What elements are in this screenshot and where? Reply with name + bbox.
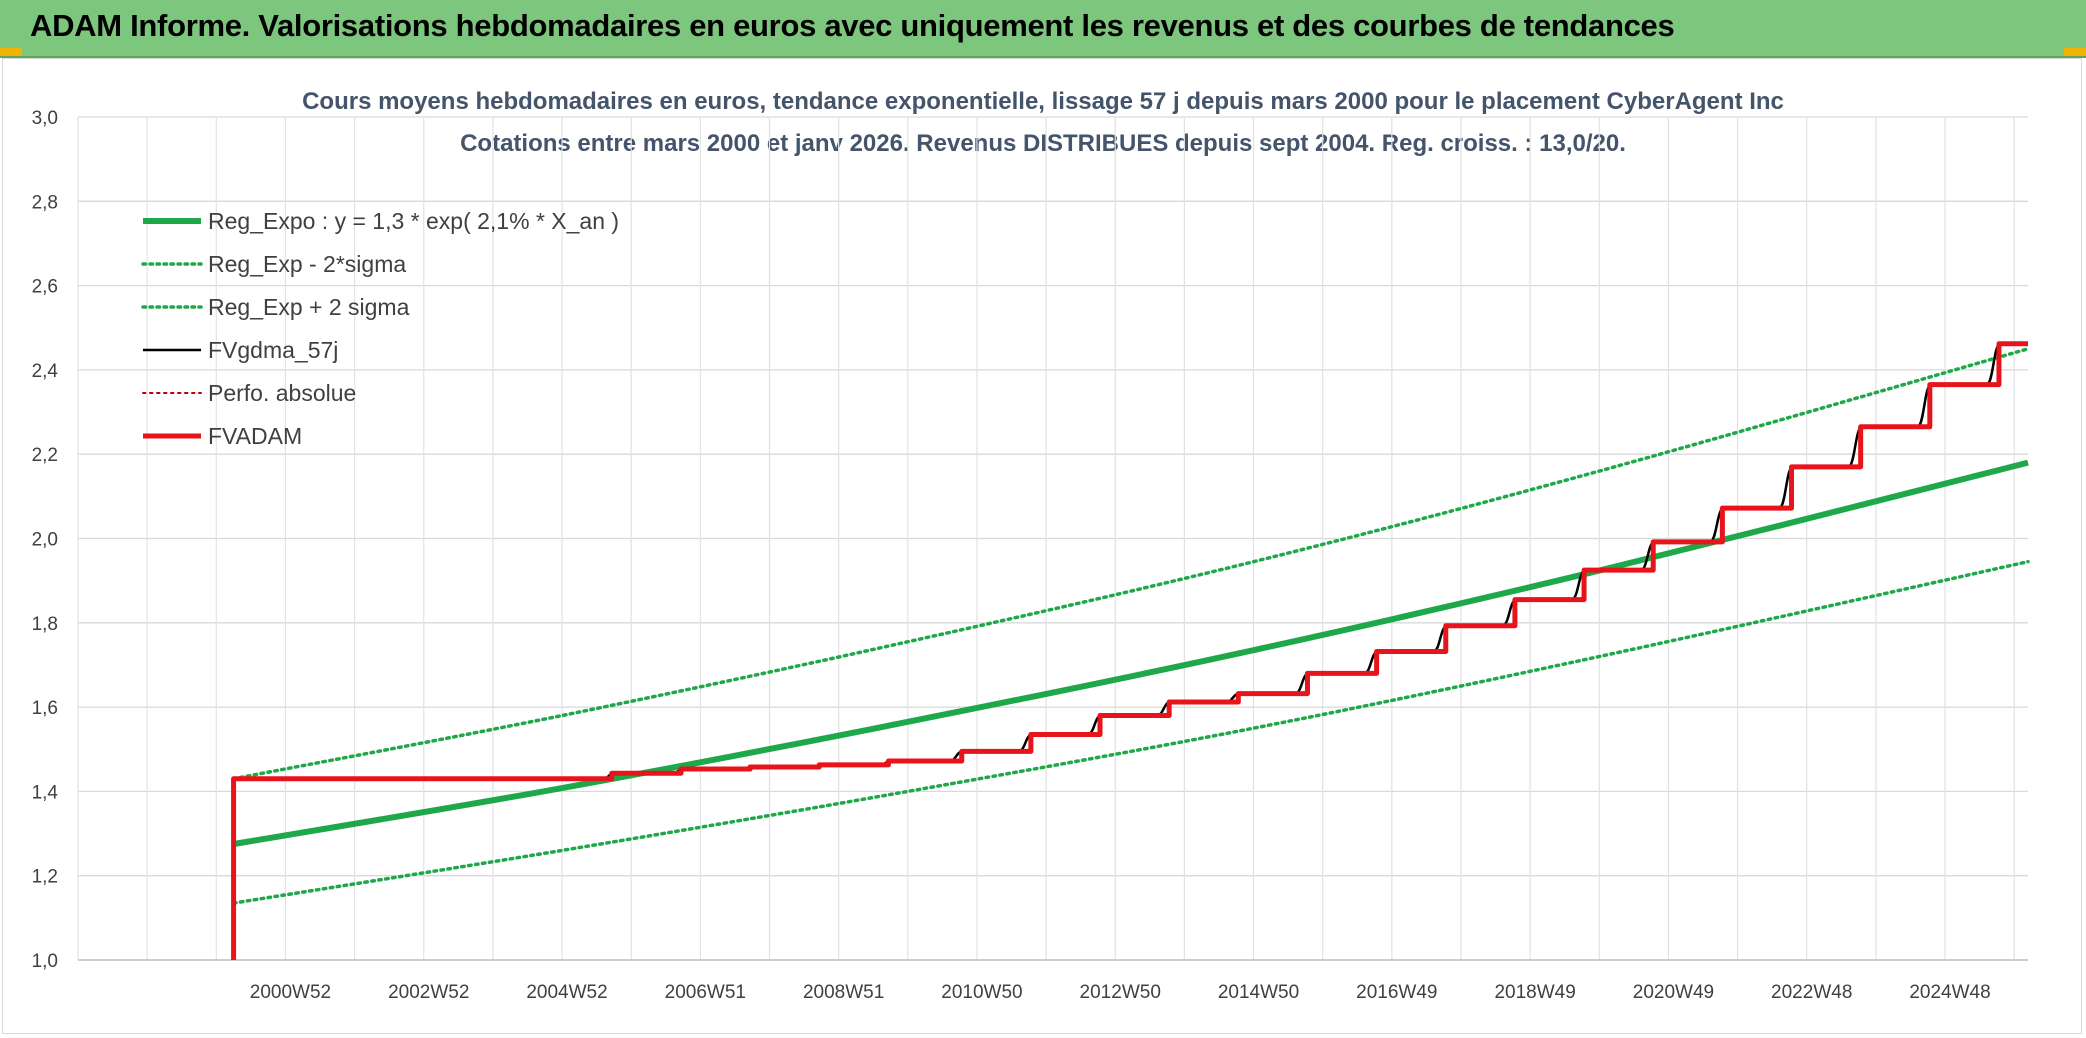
legend-label: FVADAM: [208, 423, 302, 449]
x-tick-label: 2012W50: [1080, 982, 1161, 1003]
x-tick-label: 2022W48: [1771, 982, 1852, 1003]
axis-ticks: 1,0 1,2 1,4 1,6 1,8 2,0 2,2 2,4 2,6 2,8 3,0 2000W52…: [32, 108, 1991, 1003]
series-line-2: [231, 347, 2030, 781]
y-tick-label: 2,6: [32, 277, 58, 298]
series-line-3: [232, 342, 2002, 960]
y-tick-label: 2,8: [32, 192, 58, 213]
legend: Reg_Expo : y = 1,3 * exp( 2,1% * X_an ) R…: [141, 208, 619, 449]
x-tick-label: 2006W51: [665, 982, 746, 1003]
legend-label: Reg_Expo : y = 1,3 * exp( 2,1% * X_an ): [208, 208, 619, 234]
gridlines: [77, 116, 2028, 961]
legend-label: Reg_Exp - 2*sigma: [208, 251, 406, 277]
x-tick-label: 2014W50: [1218, 982, 1299, 1003]
legend-label: FVgdma_57j: [208, 337, 338, 363]
corner-mark-left: [0, 48, 22, 56]
legend-label: Reg_Exp + 2 sigma: [208, 294, 410, 320]
chart-subtitle: Cotations entre mars 2000 et janv 2026. …: [460, 130, 1626, 157]
y-tick-label: 2,2: [32, 445, 58, 466]
title-banner: ADAM Informe. Valorisations hebdomadaire…: [0, 0, 2086, 58]
report-title: ADAM Informe. Valorisations hebdomadaire…: [30, 8, 1675, 43]
x-tick-label: 2016W49: [1356, 982, 1437, 1003]
chart-frame: [2, 58, 2082, 1034]
x-tick-label: 2010W50: [941, 982, 1022, 1003]
y-tick-label: 1,2: [32, 867, 58, 888]
series-line-0: [233, 459, 2029, 848]
y-tick-label: 3,0: [32, 108, 58, 129]
legend-label: Perfo. absolue: [208, 380, 356, 406]
y-tick-label: 1,0: [32, 951, 58, 972]
corner-mark-right: [2064, 48, 2086, 56]
x-tick-label: 2020W49: [1633, 982, 1714, 1003]
x-tick-label: 2004W52: [526, 982, 607, 1003]
series-lines: [231, 341, 2030, 960]
series-line-5: [231, 341, 2028, 960]
x-tick-label: 2018W49: [1494, 982, 1575, 1003]
y-tick-label: 2,4: [32, 361, 59, 382]
chart-title: Cours moyens hebdomadaires en euros, ten…: [302, 88, 1784, 115]
series-line-1: [231, 559, 2030, 905]
x-tick-label: 2000W52: [250, 982, 331, 1003]
x-tick-label: 2002W52: [388, 982, 469, 1003]
y-tick-label: 1,6: [32, 698, 58, 719]
y-tick-label: 1,4: [32, 782, 59, 803]
y-tick-label: 1,8: [32, 614, 58, 635]
x-tick-label: 2008W51: [803, 982, 884, 1003]
y-tick-label: 2,0: [32, 530, 58, 551]
x-tick-label: 2024W48: [1909, 982, 1990, 1003]
